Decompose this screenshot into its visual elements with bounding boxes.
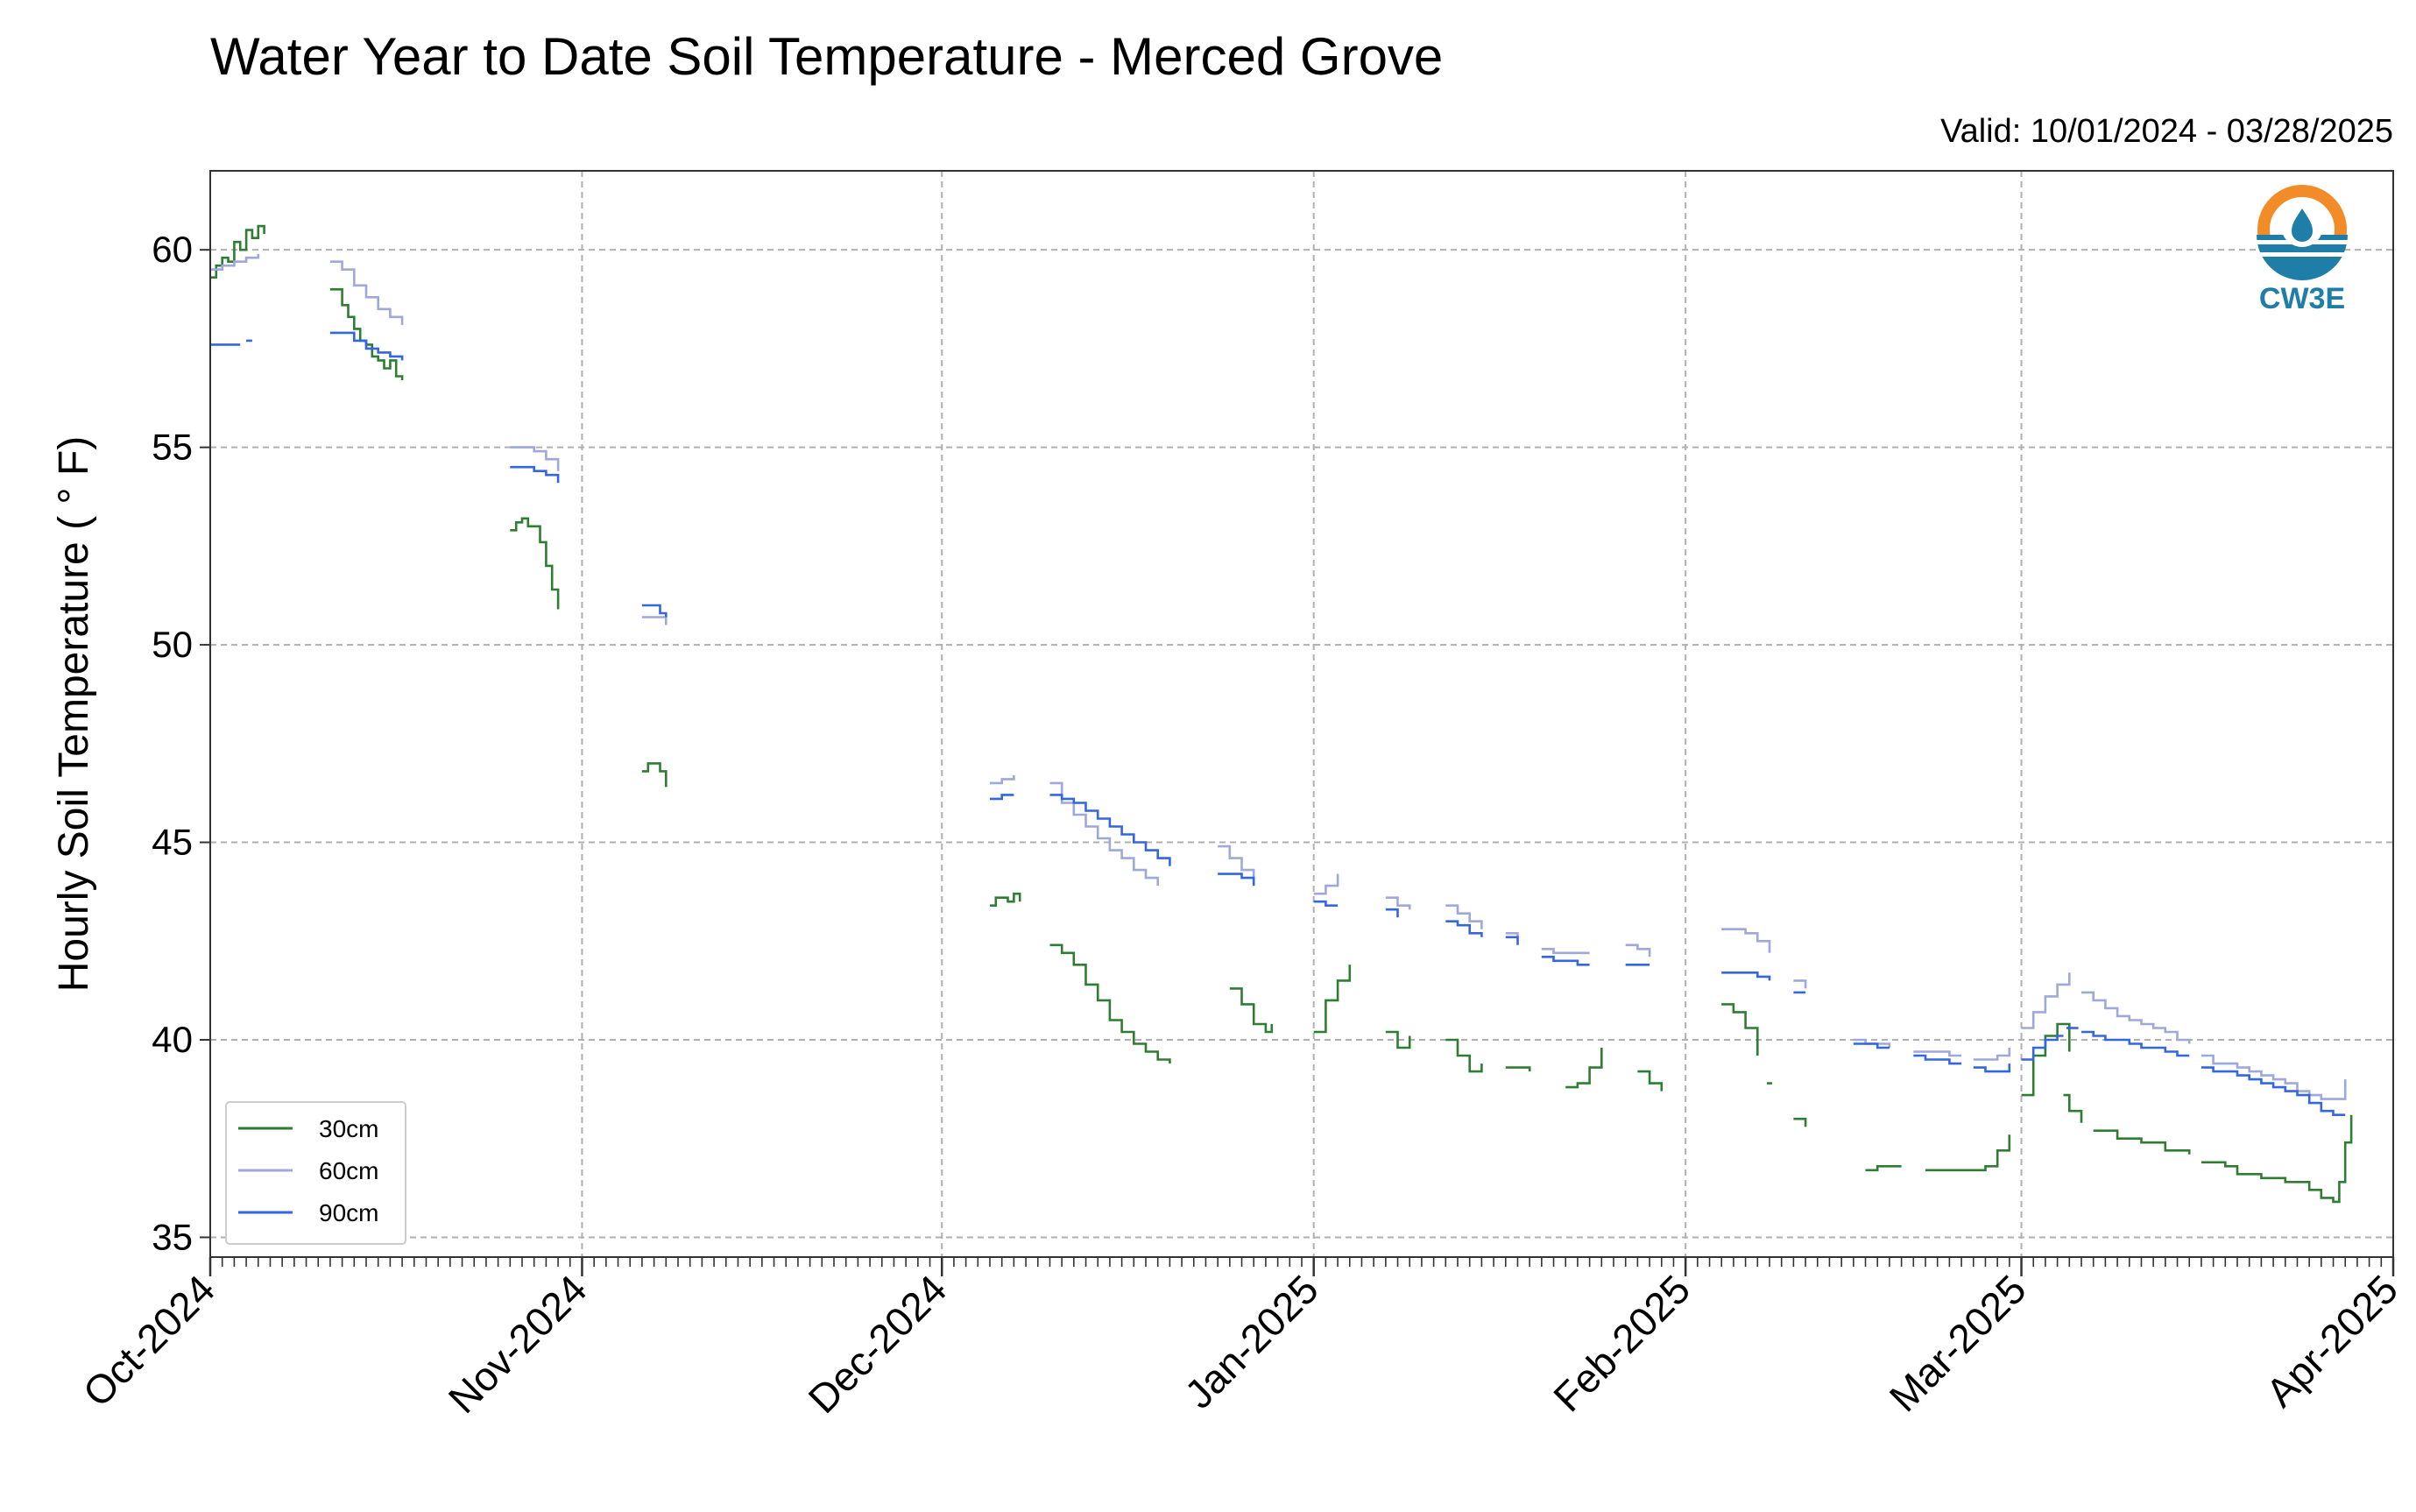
- series-segment: [1505, 1066, 1531, 1072]
- legend-label-90cm: 90cm: [319, 1199, 378, 1226]
- series-segment: [510, 465, 560, 484]
- logo-text: CW3E: [2259, 282, 2345, 315]
- series-segment: [1229, 987, 1274, 1034]
- series-segment: [510, 517, 560, 610]
- series-segment: [2021, 1022, 2071, 1097]
- series-segment: [2201, 1054, 2347, 1100]
- y-tick-label: 45: [152, 822, 193, 863]
- series-segment: [210, 253, 260, 271]
- series-30cm: [210, 224, 2353, 1204]
- x-tick-label: Nov-2024: [440, 1266, 596, 1422]
- series-segment: [1445, 1038, 1483, 1073]
- series-segment: [2093, 1129, 2191, 1155]
- series-segment: [1385, 896, 1411, 910]
- series-segment: [1445, 920, 1483, 937]
- grid-lines: [210, 171, 2393, 1257]
- series-segment: [2021, 972, 2071, 1029]
- series-segment: [329, 260, 404, 325]
- series-segment: [1049, 943, 1171, 1064]
- series-60cm: [210, 253, 2347, 1100]
- y-tick-label: 40: [152, 1019, 193, 1060]
- series-segment: [1913, 1054, 1962, 1065]
- x-axis: Oct-2024 Nov-2024 Dec-2024 Jan-2025 Feb-2025…: [74, 1257, 2406, 1422]
- series-segment: [1721, 971, 1771, 981]
- y-tick-label: 50: [152, 624, 193, 665]
- series-segment: [990, 794, 1014, 801]
- x-tick-label: Dec-2024: [799, 1266, 955, 1422]
- series-segment: [329, 331, 404, 361]
- series-segment: [2063, 1093, 2083, 1123]
- series-segment: [2201, 1114, 2353, 1204]
- series-segment: [2081, 1030, 2190, 1057]
- series-segment: [2201, 1066, 2346, 1116]
- x-tick-label: Feb-2025: [1544, 1266, 1699, 1420]
- series-segment: [641, 616, 668, 625]
- series-segment: [990, 774, 1015, 785]
- series-segment: [510, 446, 560, 471]
- series-segment: [1218, 873, 1255, 887]
- series-segment: [1793, 1117, 1807, 1127]
- series-segment: [1313, 964, 1352, 1034]
- plot-frame: [209, 170, 2394, 1258]
- series-segment: [641, 762, 668, 788]
- valid-date-range: Valid: 10/01/2024 - 03/28/2025: [1940, 113, 2393, 150]
- series-segment: [1793, 979, 1807, 989]
- y-tick-label: 60: [152, 229, 193, 270]
- logo-wave-line: [2255, 252, 2349, 257]
- series-segment: [1913, 1050, 1962, 1057]
- y-axis: 35 40 45 50 55 60: [152, 229, 210, 1257]
- series-segment: [329, 288, 404, 380]
- series-segment: [1565, 1048, 1603, 1089]
- series-segment: [1625, 943, 1651, 957]
- series-segment: [1973, 1048, 2011, 1061]
- series-segment: [1925, 1134, 2011, 1172]
- series-segment: [1445, 904, 1483, 929]
- series-segment: [1049, 794, 1171, 866]
- series-segment: [990, 892, 1021, 907]
- y-tick-label: 55: [152, 427, 193, 468]
- legend-label-30cm: 30cm: [319, 1115, 378, 1142]
- x-tick-label: Mar-2025: [1881, 1266, 2035, 1420]
- y-axis-label: Hourly Soil Temperature ( ° F): [51, 436, 97, 993]
- series-segment: [1541, 948, 1590, 955]
- series-segment: [1853, 1042, 1890, 1049]
- series-segment: [1721, 928, 1771, 953]
- series-segment: [1505, 932, 1519, 937]
- chart-title: Water Year to Date Soil Temperature - Me…: [210, 27, 1443, 86]
- series-segment: [2081, 991, 2191, 1044]
- x-tick-label: Apr-2025: [2257, 1266, 2406, 1416]
- series-segment: [1385, 908, 1399, 918]
- series-segment: [1973, 1063, 2011, 1073]
- plot-series: [210, 224, 2353, 1204]
- y-tick-label: 35: [152, 1216, 193, 1257]
- series-segment: [1721, 1003, 1759, 1056]
- series-segment: [1541, 956, 1590, 966]
- x-tick-label: Jan-2025: [1176, 1266, 1326, 1417]
- cw3e-logo: CW3E: [2255, 185, 2349, 315]
- legend-label-60cm: 60cm: [319, 1157, 378, 1184]
- series-segment: [1865, 1165, 1902, 1172]
- logo-water: [2257, 235, 2348, 280]
- series-segment: [1313, 900, 1339, 907]
- series-segment: [1637, 1070, 1664, 1092]
- series-segment: [641, 604, 668, 618]
- series-segment: [1218, 844, 1255, 887]
- legend-box: [225, 1101, 406, 1245]
- series-90cm: [210, 331, 2346, 1116]
- legend: 30cm 60cm 90cm: [225, 1101, 406, 1245]
- series-segment: [1385, 1030, 1411, 1049]
- series-segment: [1505, 936, 1519, 945]
- x-tick-label: Oct-2024: [74, 1266, 224, 1416]
- cw3e-logo-icon: [2255, 185, 2349, 280]
- logo-drop-icon: [2292, 208, 2313, 242]
- series-segment: [1313, 873, 1339, 895]
- series-segment: [2021, 1035, 2064, 1061]
